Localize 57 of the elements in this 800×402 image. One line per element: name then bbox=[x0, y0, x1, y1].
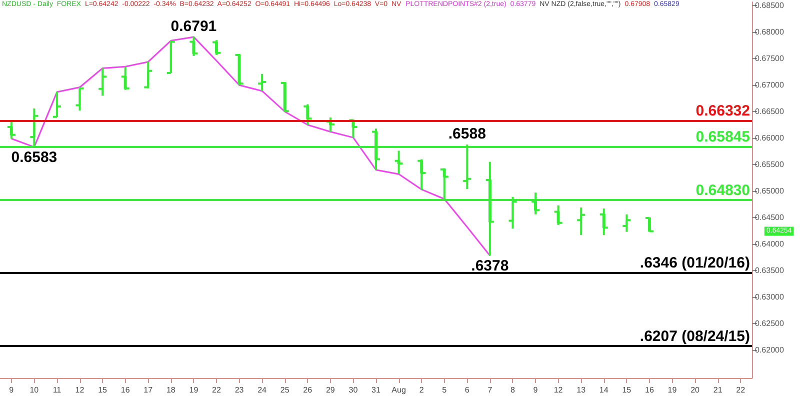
x-tick-label: 29 bbox=[326, 386, 336, 394]
y-tick-label: 0.67500 bbox=[755, 54, 784, 64]
x-tick-label: 31 bbox=[372, 386, 381, 394]
x-tick-label: 12 bbox=[75, 386, 85, 394]
ref-line-label: 0.66332 bbox=[696, 102, 750, 120]
annotation: .6588 bbox=[448, 125, 486, 142]
y-tick-label: 0.66000 bbox=[755, 134, 784, 143]
x-tick-label: 30 bbox=[348, 386, 358, 394]
ref-line-label: .6207 (08/24/15) bbox=[640, 328, 750, 346]
annotation: 0.6583 bbox=[11, 149, 58, 166]
x-tick-label: 17 bbox=[144, 386, 154, 394]
x-tick-label: 16 bbox=[645, 386, 654, 394]
y-tick-label: 0.68500 bbox=[755, 1, 784, 10]
x-tick-label: 5 bbox=[442, 386, 448, 394]
line-series bbox=[10, 36, 491, 256]
x-tick-label: 6 bbox=[464, 386, 470, 394]
x-tick-label: 20 bbox=[690, 386, 700, 394]
annotation: .6378 bbox=[471, 258, 509, 275]
x-tick-label: 19 bbox=[668, 386, 678, 394]
x-tick-label: 8 bbox=[510, 386, 516, 394]
y-tick-label: 0.67000 bbox=[755, 80, 784, 90]
y-tick-label: 0.62500 bbox=[755, 318, 784, 328]
x-tick-label: 24 bbox=[258, 386, 268, 394]
x-tick-label: 12 bbox=[554, 386, 564, 394]
x-tick-label: Aug bbox=[392, 386, 406, 394]
y-tick-label: 0.66500 bbox=[755, 107, 784, 116]
y-tick-label: 0.64000 bbox=[755, 240, 784, 249]
x-tick-label: 23 bbox=[234, 386, 244, 394]
y-tick-label: 0.62000 bbox=[755, 345, 784, 354]
x-tick-label: 11 bbox=[52, 386, 62, 394]
ref-line-label: 0.65845 bbox=[696, 128, 750, 146]
x-tick-label: 22 bbox=[212, 386, 222, 394]
x-tick-label: 7 bbox=[488, 386, 493, 394]
y-tick-label: 0.63500 bbox=[755, 266, 784, 275]
x-tick-label: 14 bbox=[599, 386, 609, 394]
y-tick-label: 0.65000 bbox=[755, 186, 784, 196]
x-tick-label: 15 bbox=[98, 386, 108, 394]
ref-line-label: .6346 (01/20/16) bbox=[640, 254, 750, 272]
x-tick-label: 9 bbox=[9, 386, 14, 394]
y-tick-label: 0.63000 bbox=[755, 292, 784, 302]
x-tick-label: 26 bbox=[303, 386, 313, 394]
y-tick-label: 0.64500 bbox=[755, 213, 784, 222]
x-tick-label: 16 bbox=[120, 386, 130, 394]
x-tick-label: 22 bbox=[736, 386, 746, 394]
annotation: 0.6791 bbox=[170, 18, 217, 35]
x-tick-label: 18 bbox=[166, 386, 176, 394]
y-tick-label: 0.65500 bbox=[755, 160, 784, 170]
x-tick-label: 25 bbox=[280, 386, 290, 394]
x-tick-label: 13 bbox=[576, 386, 586, 394]
x-tick-label: 21 bbox=[713, 386, 723, 394]
x-tick-label: 9 bbox=[533, 386, 538, 394]
x-tick-label: 15 bbox=[622, 386, 632, 394]
x-tick-label: 2 bbox=[419, 386, 424, 394]
x-tick-label: 19 bbox=[189, 386, 199, 394]
y-tick-label: 0.68000 bbox=[755, 28, 784, 37]
x-tick-label: 10 bbox=[30, 386, 40, 394]
ref-line-label: 0.64830 bbox=[696, 182, 750, 200]
